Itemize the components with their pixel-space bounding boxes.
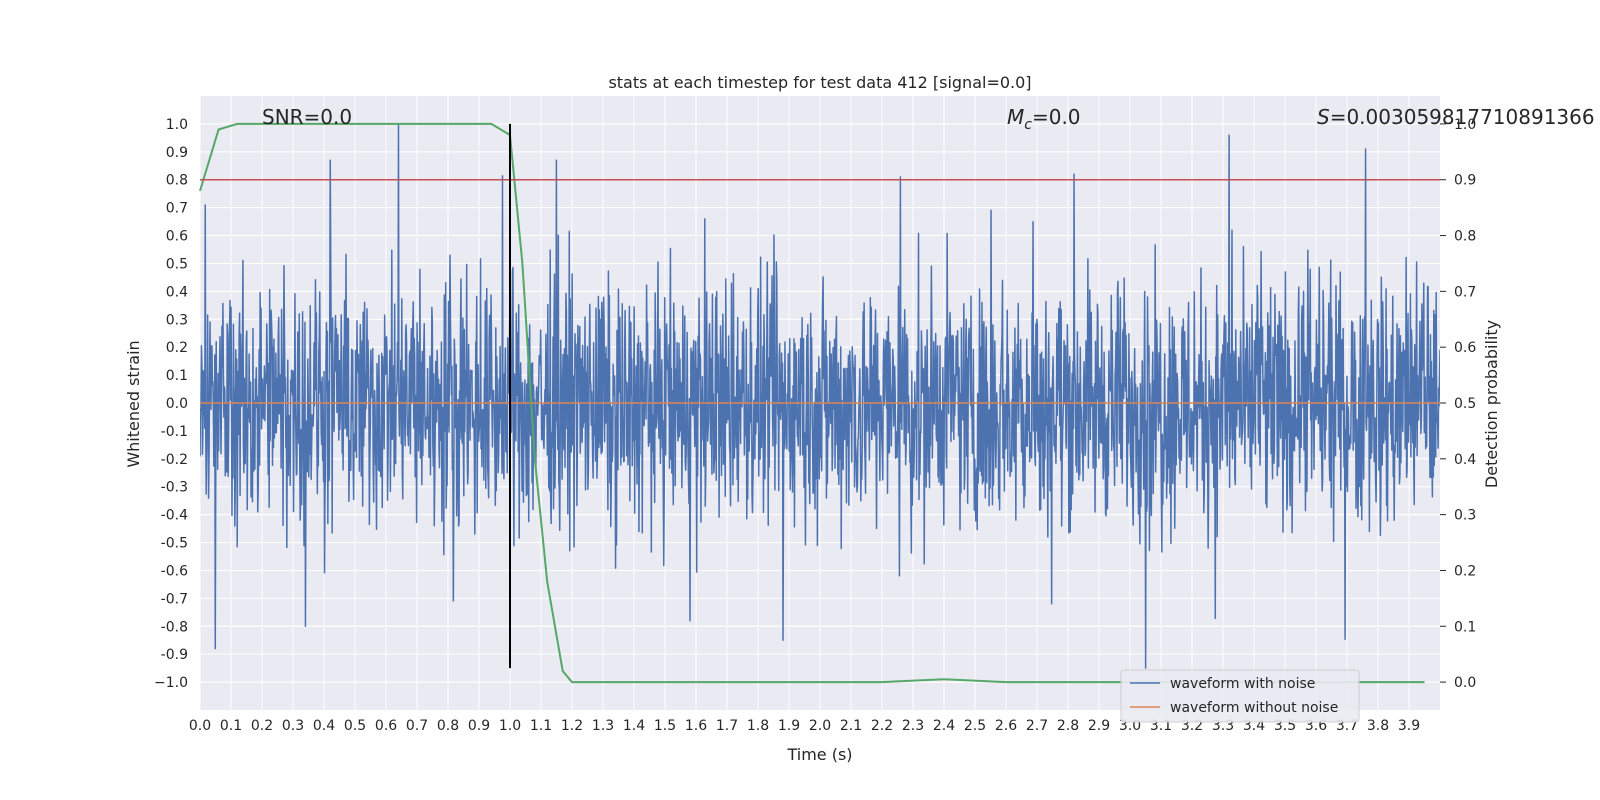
x-tick-label: 0.0 bbox=[189, 718, 211, 734]
reference-lines bbox=[199, 122, 1440, 684]
y-tick-label: -0.8 bbox=[161, 619, 188, 635]
y2-tick-label: 1.0 bbox=[1454, 117, 1476, 133]
legend-box bbox=[1120, 669, 1360, 723]
y-tick-label: 0.3 bbox=[166, 312, 188, 328]
chart-title: stats at each timestep for test data 412… bbox=[608, 73, 1031, 92]
x-tick-label: 1.7 bbox=[716, 718, 738, 734]
x-tick-label: 1.2 bbox=[561, 718, 583, 734]
x-tick-label: 2.2 bbox=[871, 718, 893, 734]
y-tick-label: -0.7 bbox=[161, 591, 188, 607]
s-value: =0.003059817710891366 bbox=[1330, 105, 1595, 129]
y-tick-label: -0.3 bbox=[161, 480, 188, 496]
y-tick-label: -0.4 bbox=[161, 508, 188, 524]
x-axis-label: Time (s) bbox=[786, 745, 852, 764]
x-tick-label: 0.3 bbox=[282, 718, 304, 734]
y2-axis-label: Detection probability bbox=[1482, 320, 1501, 488]
y2-tick-label: 0.7 bbox=[1454, 284, 1476, 300]
x-tick-label: 1.5 bbox=[654, 718, 676, 734]
y-tick-label: -0.6 bbox=[161, 563, 188, 579]
y2-tick-label: 0.9 bbox=[1454, 173, 1476, 189]
y2-tick-label: 0.2 bbox=[1454, 563, 1476, 579]
x-tick-label: 2.1 bbox=[840, 718, 862, 734]
x-tick-label: 0.4 bbox=[313, 718, 335, 734]
y-tick-label: -0.9 bbox=[161, 647, 188, 663]
series-waveform-with-noise bbox=[200, 123, 1440, 669]
x-tick-label: 1.4 bbox=[623, 718, 645, 734]
x-tick-label: 0.1 bbox=[220, 718, 242, 734]
x-tick-label: 2.4 bbox=[933, 718, 955, 734]
x-tick-label: 0.7 bbox=[406, 718, 428, 734]
x-tick-label: 2.5 bbox=[964, 718, 986, 734]
chirp-mass-annotation: Mc=0.0 bbox=[1007, 105, 1081, 133]
y-tick-label: 1.0 bbox=[166, 117, 188, 133]
plot-layer bbox=[200, 123, 1440, 669]
chirp-mass-symbol: M bbox=[1007, 105, 1024, 129]
y2-tick-label: 0.0 bbox=[1454, 675, 1476, 691]
y-tick-label: 0.4 bbox=[166, 284, 188, 300]
x-tick-label: 2.7 bbox=[1026, 718, 1048, 734]
x-tick-label: 3.9 bbox=[1398, 718, 1420, 734]
y-tick-label: 0.0 bbox=[166, 396, 188, 412]
x-tick-label: 1.0 bbox=[499, 718, 521, 734]
x-tick-label: 0.9 bbox=[468, 718, 490, 734]
x-tick-label: 1.1 bbox=[530, 718, 552, 734]
x-tick-label: 1.3 bbox=[592, 718, 614, 734]
y2-tick-label: 0.8 bbox=[1454, 229, 1476, 245]
chirp-mass-subscript: c bbox=[1024, 117, 1032, 133]
y2-tick-label: 0.5 bbox=[1454, 396, 1476, 412]
x-tick-label: 1.8 bbox=[747, 718, 769, 734]
y2-tick-label: 0.6 bbox=[1454, 340, 1476, 356]
y-tick-label: -0.1 bbox=[161, 424, 188, 440]
s-symbol: S bbox=[1317, 105, 1330, 129]
y-tick-label: 0.9 bbox=[166, 145, 188, 161]
y-tick-label: 0.6 bbox=[166, 229, 188, 245]
x-tick-label: 0.8 bbox=[437, 718, 459, 734]
x-tick-label: 0.2 bbox=[251, 718, 273, 734]
y-tick-labels: 1.0 0.9 0.8 0.7 0.6 0.5 0.4 0.3 0.2 0.1 0.0 -0.1 -0.… bbox=[154, 117, 188, 691]
y2-tick-label: 0.3 bbox=[1454, 508, 1476, 524]
legend-label-without-noise: waveform without noise bbox=[1170, 700, 1338, 716]
x-tick-label: 2.0 bbox=[809, 718, 831, 734]
legend-label-with-noise: waveform with noise bbox=[1170, 676, 1315, 692]
x-tick-label: 2.9 bbox=[1088, 718, 1110, 734]
y-tick-label: 0.7 bbox=[166, 201, 188, 217]
x-tick-label: 3.8 bbox=[1367, 718, 1389, 734]
x-tick-label: 0.5 bbox=[344, 718, 366, 734]
legend: waveform with noise waveform without noi… bbox=[1120, 669, 1360, 723]
x-tick-label: 2.3 bbox=[902, 718, 924, 734]
x-tick-label: 2.8 bbox=[1057, 718, 1079, 734]
y-tick-label: 0.5 bbox=[166, 256, 188, 272]
y-tick-label: -0.2 bbox=[161, 452, 188, 468]
y-tick-label: -0.5 bbox=[161, 536, 188, 552]
y-tick-label: 0.8 bbox=[166, 173, 188, 189]
x-tick-label: 1.9 bbox=[778, 718, 800, 734]
y-axis-label: Whitened strain bbox=[124, 340, 143, 467]
y-tick-label: 0.2 bbox=[166, 340, 188, 356]
x-tick-label: 2.6 bbox=[995, 718, 1017, 734]
y2-tick-labels: 1.0 0.9 0.8 0.7 0.6 0.5 0.4 0.3 0.2 0.1 0.0 bbox=[1440, 117, 1476, 691]
chirp-mass-value: =0.0 bbox=[1032, 105, 1081, 129]
series-detection-probability bbox=[199, 122, 1425, 684]
y2-tick-label: 0.1 bbox=[1454, 619, 1476, 635]
s-annotation: S=0.003059817710891366 bbox=[1317, 105, 1595, 129]
snr-annotation: SNR=0.0 bbox=[262, 105, 352, 129]
x-tick-label: 1.6 bbox=[685, 718, 707, 734]
y-tick-label: −1.0 bbox=[154, 675, 188, 691]
x-tick-label: 0.6 bbox=[375, 718, 397, 734]
y2-tick-label: 0.4 bbox=[1454, 452, 1476, 468]
y-tick-label: 0.1 bbox=[166, 368, 188, 384]
